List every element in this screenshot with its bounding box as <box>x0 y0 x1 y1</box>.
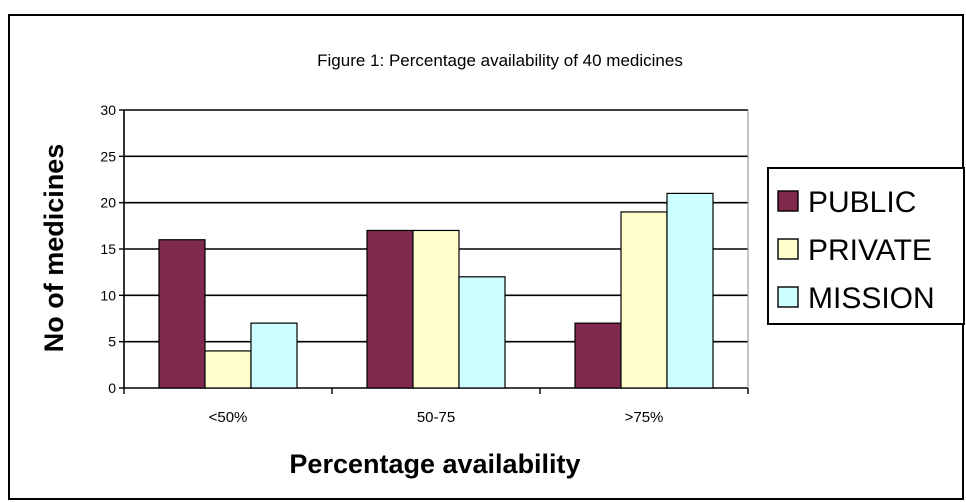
y-tick-label: 30 <box>100 102 116 118</box>
bar-private-2 <box>620 211 668 389</box>
x-tick-label: >75% <box>625 409 664 426</box>
y-tick-label: 10 <box>100 287 116 303</box>
chart-title: Figure 1: Percentage availability of 40 … <box>317 51 683 70</box>
legend-box <box>767 167 965 325</box>
bar-private-0 <box>204 350 252 389</box>
bar-mission-2 <box>666 192 714 389</box>
y-tick-label: 25 <box>100 148 116 164</box>
bar-mission-0 <box>250 322 298 389</box>
legend: PUBLIC PRIVATE MISSION <box>767 167 965 325</box>
x-tick-label: <50% <box>209 409 248 426</box>
legend-label-public: PUBLIC <box>808 186 916 219</box>
y-tick-label: 15 <box>100 241 116 257</box>
legend-label-mission: MISSION <box>808 282 935 315</box>
y-tick-label: 5 <box>108 334 116 350</box>
legend-label-private: PRIVATE <box>808 234 932 267</box>
bar-private-1 <box>412 229 460 389</box>
x-tick-label: 50-75 <box>417 409 455 426</box>
bar-mission-1 <box>458 276 506 389</box>
legend-swatch-public <box>777 190 799 212</box>
y-axis-label: No of medicines <box>39 144 69 353</box>
bar-public-2 <box>574 322 622 389</box>
plot-area: 0 5 10 15 20 25 30 <50% 50-75 >75% <box>100 102 749 426</box>
y-tick-label: 20 <box>100 195 116 211</box>
y-tick-label: 0 <box>108 380 116 396</box>
legend-swatch-mission <box>777 286 799 308</box>
bar-public-1 <box>366 229 414 389</box>
bar-public-0 <box>158 239 206 389</box>
x-axis-label: Percentage availability <box>289 449 580 479</box>
legend-swatch-private <box>777 238 799 260</box>
